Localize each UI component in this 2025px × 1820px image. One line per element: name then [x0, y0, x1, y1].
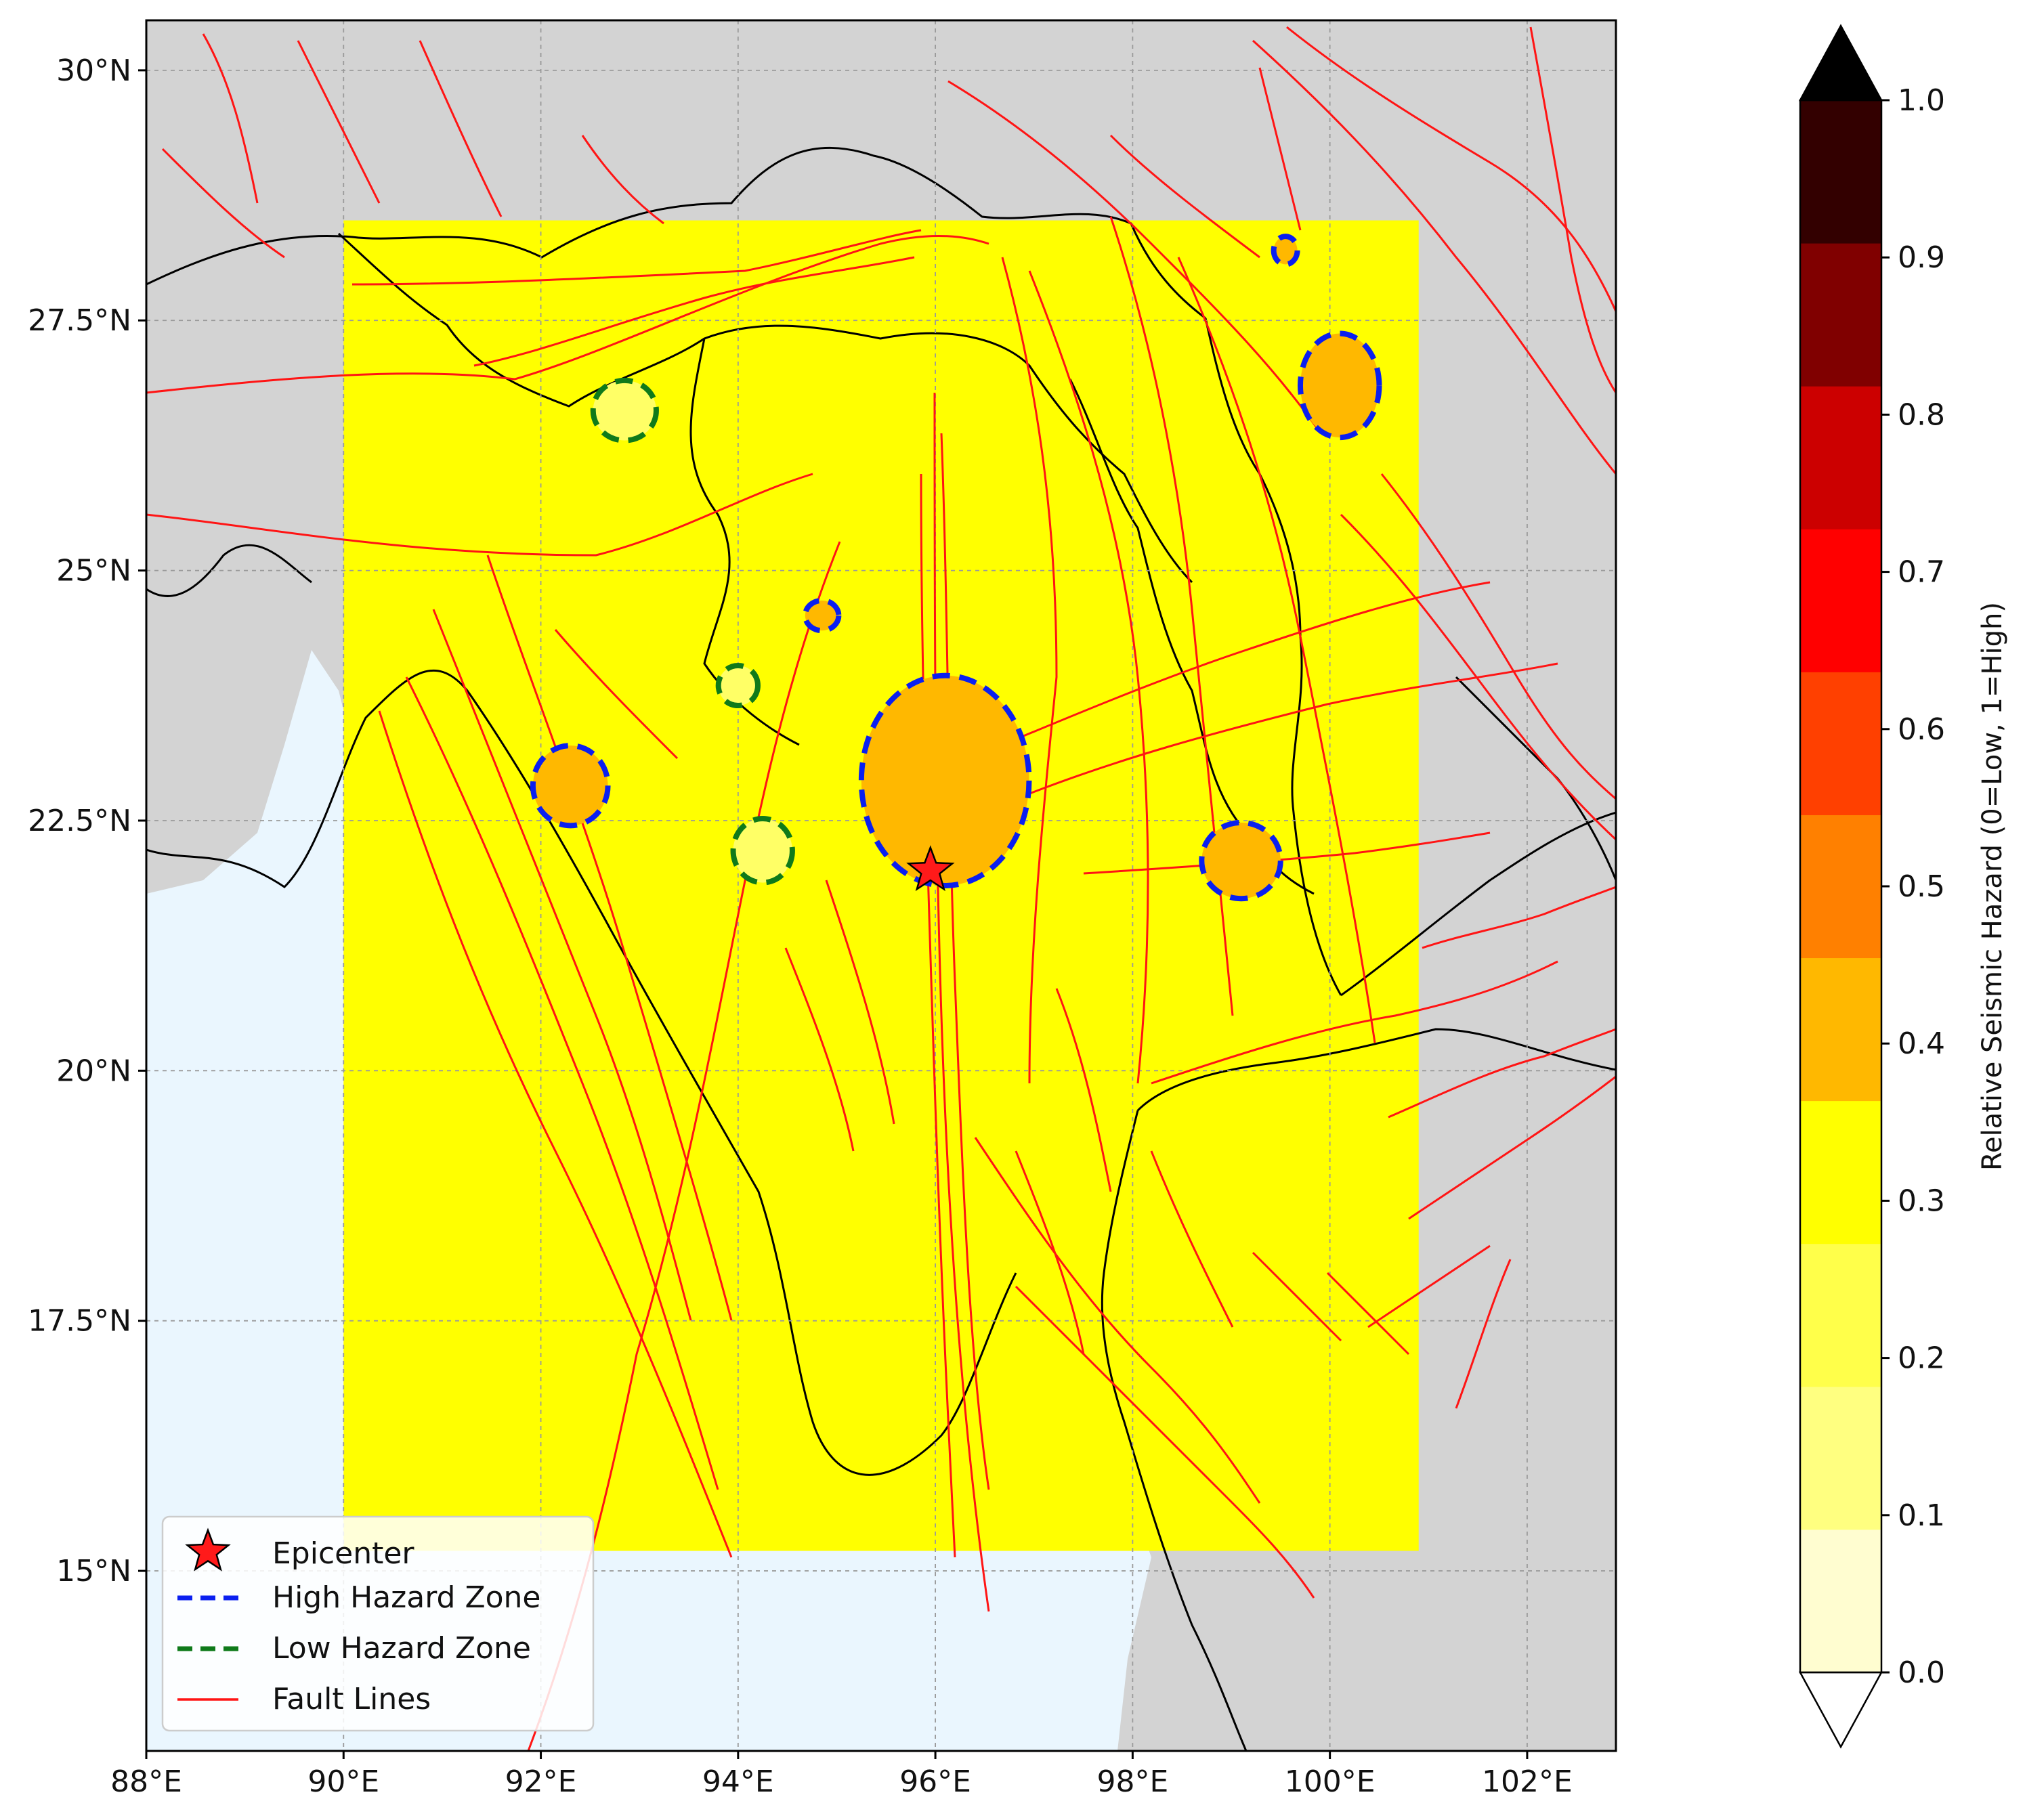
y-tick-label: 20°N	[56, 1054, 131, 1088]
high-hazard-zone	[802, 597, 842, 634]
colorbar-tick-label: 0.8	[1898, 397, 1945, 432]
colorbar-segment	[1800, 815, 1881, 959]
legend-box	[161, 1515, 595, 1732]
colorbar-tick-label: 0.6	[1898, 712, 1945, 747]
colorbar-tick-label: 0.4	[1898, 1026, 1945, 1061]
high-hazard-zone	[858, 672, 1032, 889]
epicenter-star-marker	[906, 845, 955, 892]
legend-high-hazard-label: High Hazard Zone	[272, 1580, 540, 1615]
colorbar-tick-label: 0.7	[1898, 555, 1945, 590]
colorbar-segment	[1800, 672, 1881, 815]
high-hazard-zone	[530, 743, 611, 829]
colorbar-segment	[1800, 100, 1881, 244]
legend: Epicenter High Hazard Zone Low Hazard Zo…	[161, 1515, 595, 1732]
y-tick-label: 27.5°N	[28, 303, 131, 338]
colorbar-tick-label: 1.0	[1898, 83, 1945, 118]
x-tick-label: 96°E	[899, 1764, 971, 1799]
colorbar-tick-label: 0.3	[1898, 1184, 1945, 1218]
low-hazard-zone	[730, 816, 795, 886]
colorbar-label: Relative Seismic Hazard (0=Low, 1=High)	[1977, 602, 2008, 1171]
low-hazard-zone	[590, 377, 659, 443]
legend-fault-label: Fault Lines	[272, 1682, 431, 1716]
colorbar-tick-label: 0.5	[1898, 869, 1945, 904]
colorbar-segment	[1800, 386, 1881, 529]
colorbar-tick-label: 0.0	[1898, 1655, 1945, 1690]
high-hazard-zone	[1271, 234, 1300, 267]
y-tick-label: 17.5°N	[28, 1304, 131, 1339]
colorbar-extend-max	[1798, 24, 1883, 102]
high-hazard-zone	[1199, 819, 1283, 902]
colorbar-ticks: 0.0 0.1 0.2 0.3 0.4 0.5 0.6 0.7 0.8 0.9 1.0	[1881, 83, 1945, 1690]
x-tick-label: 100°E	[1285, 1764, 1376, 1799]
legend-low-hazard-label: Low Hazard Zone	[272, 1631, 531, 1666]
colorbar-extend-min	[1798, 1671, 1883, 1749]
colorbar-segment	[1800, 1100, 1881, 1244]
x-tick-label: 94°E	[702, 1764, 774, 1799]
y-tick-label: 22.5°N	[28, 804, 131, 838]
x-tick-label: 98°E	[1096, 1764, 1168, 1799]
x-tick-label: 92°E	[505, 1764, 577, 1799]
legend-epicenter-label: Epicenter	[272, 1536, 414, 1571]
colorbar-segment	[1800, 1386, 1881, 1530]
map-panel: 88°E 90°E 92°E 94°E 96°E 98°E 100°E 102°E 30°N 2…	[28, 19, 1617, 1799]
y-tick-label: 25°N	[56, 554, 131, 588]
colorbar-segment	[1800, 957, 1881, 1102]
colorbar-tick-label: 0.9	[1898, 240, 1945, 275]
colorbar-segments	[1798, 24, 1883, 1749]
y-axis-ticks: 30°N 27.5°N 25°N 22.5°N 20°N 17.5°N 15°N	[28, 53, 146, 1588]
hazard-zones	[530, 234, 1382, 902]
colorbar-segment	[1800, 529, 1881, 672]
colorbar: 0.0 0.1 0.2 0.3 0.4 0.5 0.6 0.7 0.8 0.9 1.0 Relati…	[1798, 24, 2008, 1749]
x-axis-ticks: 88°E 90°E 92°E 94°E 96°E 98°E 100°E 102°E	[110, 1751, 1573, 1799]
x-tick-label: 102°E	[1482, 1764, 1573, 1799]
y-tick-label: 15°N	[56, 1554, 131, 1588]
map-frame	[145, 19, 1617, 1752]
colorbar-segment	[1800, 1529, 1881, 1673]
colorbar-segment	[1800, 243, 1881, 387]
y-tick-label: 30°N	[56, 53, 131, 88]
legend-star-icon	[185, 1528, 231, 1572]
high-hazard-zone	[1297, 330, 1382, 441]
x-tick-label: 90°E	[307, 1764, 379, 1799]
low-hazard-zone	[715, 662, 761, 709]
x-tick-label: 88°E	[110, 1764, 182, 1799]
colorbar-tick-label: 0.2	[1898, 1341, 1945, 1376]
colorbar-segment	[1800, 1243, 1881, 1387]
colorbar-tick-label: 0.1	[1898, 1498, 1945, 1533]
